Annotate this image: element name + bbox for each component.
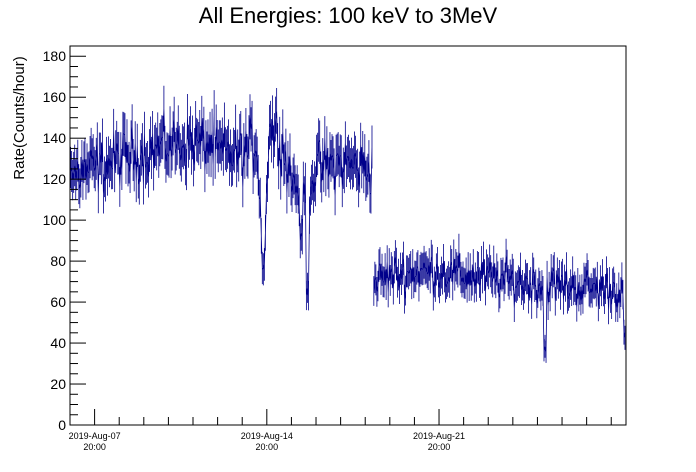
chart-title: All Energies: 100 keV to 3MeV [199, 3, 498, 28]
y-tick-label: 100 [43, 212, 67, 228]
y-tick-label: 120 [43, 171, 67, 187]
y-tick-label: 0 [58, 417, 66, 433]
axes: 0204060801001201401601802019-Aug-0720:00… [43, 45, 627, 452]
y-tick-label: 60 [50, 294, 66, 310]
y-tick-label: 160 [43, 89, 67, 105]
x-tick-label: 2019-Aug-07 [69, 431, 121, 441]
series-0-segment-1 [70, 85, 215, 214]
y-tick-label: 140 [43, 130, 67, 146]
series-0-segment-2 [214, 88, 373, 311]
x-tick-label: 2019-Aug-14 [241, 431, 293, 441]
x-tick-label: 20:00 [256, 442, 279, 452]
y-tick-label: 40 [50, 335, 66, 351]
y-tick-label: 20 [50, 376, 66, 392]
x-tick-label: 2019-Aug-21 [413, 431, 465, 441]
y-tick-label: 80 [50, 253, 66, 269]
data-layer [70, 85, 626, 363]
plot-frame [69, 45, 627, 426]
y-tick-label: 180 [43, 48, 67, 64]
x-tick-label: 20:00 [428, 442, 451, 452]
series-0-segment-3 [373, 233, 626, 363]
x-tick-label: 20:00 [83, 442, 106, 452]
y-axis-label: Rate(Counts/hour) [11, 56, 28, 179]
